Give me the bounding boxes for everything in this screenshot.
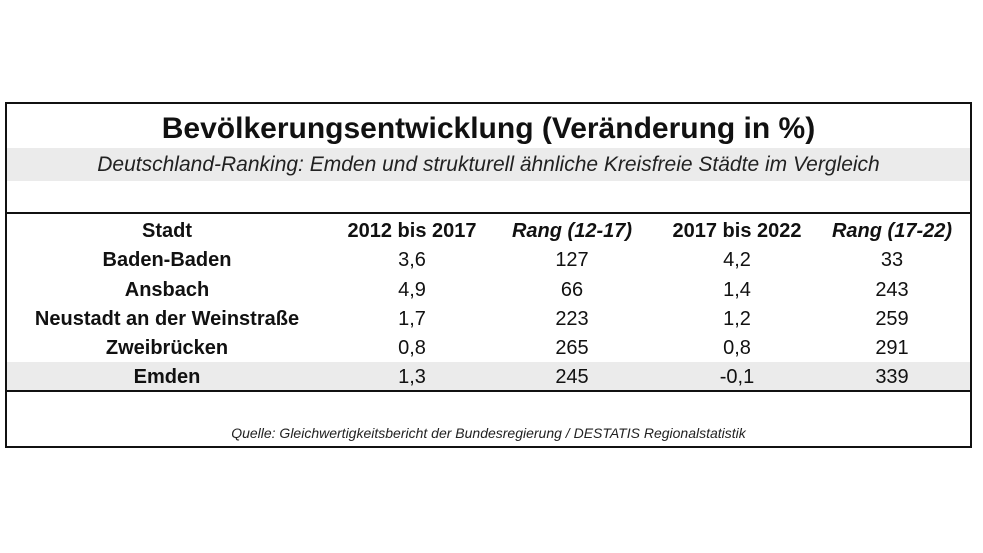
table-frame: Bevölkerungsentwicklung (Veränderung in … <box>5 102 972 448</box>
cell-city: Ansbach <box>124 279 210 301</box>
cell-city: Zweibrücken <box>105 337 229 359</box>
cell-change-12-17: 1,7 <box>398 308 426 330</box>
table-top-rule <box>7 212 970 214</box>
source-note: Quelle: Gleichwertigkeitsbericht der Bun… <box>231 425 746 441</box>
cell-rank-12-17: 223 <box>555 308 589 330</box>
cell-change-12-17: 4,9 <box>398 279 426 301</box>
cell-change-17-22: -0,1 <box>719 366 755 388</box>
table-header-row: Stadt 2012 bis 2017 Rang (12-17) 2017 bi… <box>7 216 970 246</box>
cell-city: Baden-Baden <box>102 249 232 271</box>
cell-rank-17-22: 33 <box>880 249 904 271</box>
header-stadt: Stadt <box>142 220 192 242</box>
header-2012-2017: 2012 bis 2017 <box>347 220 477 242</box>
cell-city: Emden <box>133 366 201 388</box>
cell-change-12-17: 3,6 <box>398 249 426 271</box>
cell-change-12-17: 1,3 <box>398 366 426 388</box>
cell-change-17-22: 4,2 <box>723 249 751 271</box>
cell-change-17-22: 1,4 <box>723 279 751 301</box>
table-title: Bevölkerungsentwicklung (Veränderung in … <box>161 112 816 145</box>
table-subtitle: Deutschland-Ranking: Emden und strukture… <box>7 148 970 181</box>
cell-rank-17-22: 291 <box>875 337 909 359</box>
table-row: Zweibrücken 0,8 265 0,8 291 <box>7 333 970 363</box>
header-2017-2022: 2017 bis 2022 <box>672 220 802 242</box>
cell-rank-17-22: 243 <box>875 279 909 301</box>
header-rang-17-22: Rang (17-22) <box>831 220 953 242</box>
cell-rank-12-17: 127 <box>555 249 589 271</box>
cell-rank-17-22: 339 <box>875 366 909 388</box>
cell-city: Neustadt an der Weinstraße <box>34 308 300 330</box>
highlight-row-background <box>7 362 970 390</box>
cell-change-12-17: 0,8 <box>398 337 426 359</box>
cell-rank-17-22: 259 <box>875 308 909 330</box>
cell-rank-12-17: 265 <box>555 337 589 359</box>
cell-rank-12-17: 245 <box>555 366 589 388</box>
table-row: Baden-Baden 3,6 127 4,2 33 <box>7 245 970 275</box>
table-row-highlighted: Emden 1,3 245 -0,1 339 <box>7 362 970 392</box>
cell-change-17-22: 0,8 <box>723 337 751 359</box>
table-row: Ansbach 4,9 66 1,4 243 <box>7 275 970 305</box>
cell-change-17-22: 1,2 <box>723 308 751 330</box>
cell-rank-12-17: 66 <box>560 279 584 301</box>
table-row: Neustadt an der Weinstraße 1,7 223 1,2 2… <box>7 304 970 334</box>
header-rang-12-17: Rang (12-17) <box>511 220 633 242</box>
table-bottom-rule <box>7 390 970 392</box>
